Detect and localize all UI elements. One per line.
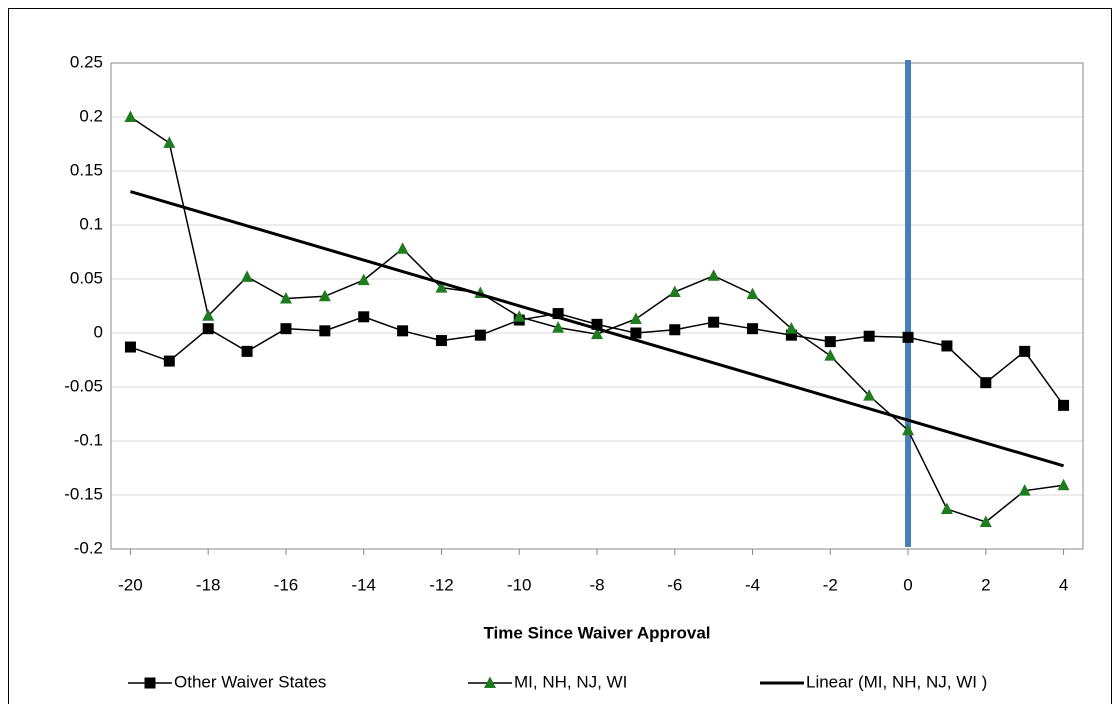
data-point <box>435 335 447 347</box>
x-tick-label: -2 <box>823 575 838 594</box>
legend-marker <box>484 676 496 688</box>
x-axis-title: Time Since Waiver Approval <box>483 623 710 642</box>
legend-label: MI, NH, NJ, WI <box>514 672 627 691</box>
data-point <box>746 287 759 300</box>
data-point <box>474 329 486 341</box>
y-tick-label: 0.05 <box>70 268 103 287</box>
y-tick-label: 0.25 <box>70 52 103 71</box>
data-point <box>707 269 720 281</box>
data-point <box>902 423 915 436</box>
data-point <box>318 289 331 302</box>
data-point <box>1018 484 1031 496</box>
x-tick-label: -10 <box>507 575 532 594</box>
data-point <box>163 136 176 148</box>
data-point <box>941 340 953 352</box>
data-point <box>319 325 331 337</box>
data-point <box>124 341 136 353</box>
x-tick-label: 0 <box>903 575 912 594</box>
data-point <box>124 110 137 122</box>
x-tick-label: -20 <box>118 575 143 594</box>
data-point <box>863 389 876 401</box>
data-point <box>747 323 759 335</box>
y-tick-label: -0.05 <box>64 376 103 395</box>
data-point <box>513 310 526 322</box>
data-point <box>630 327 642 339</box>
y-tick-label: -0.15 <box>64 484 103 503</box>
data-point <box>980 377 992 389</box>
data-point <box>241 345 253 357</box>
legend-marker <box>144 677 156 689</box>
data-point <box>280 323 292 335</box>
x-tick-label: -8 <box>589 575 604 594</box>
x-tick-label: -18 <box>196 575 221 594</box>
y-tick-label: -0.1 <box>74 430 103 449</box>
x-tick-label: -12 <box>429 575 454 594</box>
y-tick-label: 0.2 <box>79 106 103 125</box>
data-point <box>241 270 254 282</box>
data-point <box>785 322 798 334</box>
data-point <box>1019 345 1031 357</box>
data-point <box>202 309 215 321</box>
data-point <box>202 323 214 335</box>
data-point <box>1058 399 1070 411</box>
data-point <box>552 321 565 333</box>
y-tick-label: 0.1 <box>79 214 103 233</box>
x-tick-label: 4 <box>1059 575 1068 594</box>
data-point <box>863 330 875 342</box>
data-point <box>785 329 797 341</box>
x-tick-label: -16 <box>274 575 299 594</box>
data-point <box>940 502 953 515</box>
data-point <box>629 312 642 324</box>
data-point <box>824 349 837 361</box>
data-point <box>358 311 370 323</box>
series-line <box>130 190 1064 468</box>
data-point <box>396 242 409 254</box>
data-point <box>357 273 370 286</box>
x-tick-label: -14 <box>351 575 376 594</box>
y-tick-label: 0.15 <box>70 160 103 179</box>
x-tick-label: -6 <box>667 575 682 594</box>
data-point <box>591 318 603 330</box>
legend-label: Other Waiver States <box>174 672 326 691</box>
x-tick-label: -4 <box>745 575 760 594</box>
data-point <box>435 281 448 293</box>
y-tick-label: -0.2 <box>74 538 103 557</box>
data-point <box>708 316 720 328</box>
data-point <box>279 291 292 304</box>
data-point <box>668 285 681 297</box>
data-point <box>1057 478 1070 491</box>
data-point <box>163 355 175 367</box>
data-point <box>902 331 914 343</box>
data-point <box>552 308 564 320</box>
chart-border <box>8 8 1112 709</box>
data-point <box>669 324 681 336</box>
data-point <box>591 327 603 340</box>
data-point <box>824 336 836 348</box>
x-tick-label: 2 <box>981 575 990 594</box>
data-point <box>397 325 409 337</box>
data-point <box>979 515 992 527</box>
y-tick-label: 0 <box>94 322 103 341</box>
legend-label: Linear (MI, NH, NJ, WI ) <box>806 672 987 691</box>
